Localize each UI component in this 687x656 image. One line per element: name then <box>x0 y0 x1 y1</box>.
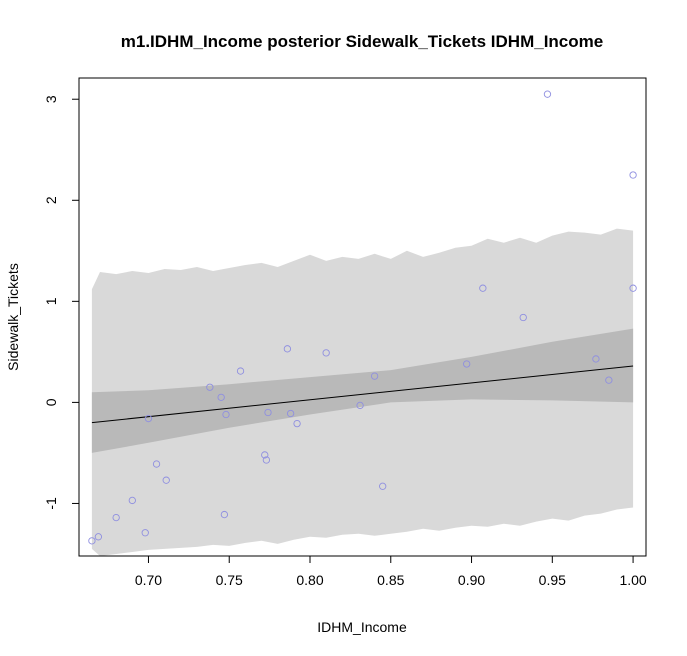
x-axis-label: IDHM_Income <box>317 619 407 635</box>
y-tick-label: -1 <box>43 497 59 510</box>
data-point <box>283 345 292 353</box>
data-point <box>264 408 272 417</box>
data-point <box>94 533 103 541</box>
y-tick-label: 0 <box>43 398 59 406</box>
data-point <box>144 414 153 423</box>
mean-interval-band <box>91 328 634 453</box>
data-point <box>322 349 330 357</box>
data-point <box>592 355 600 363</box>
x-tick-label: 0.90 <box>458 572 485 588</box>
y-tick-label: 3 <box>43 95 59 103</box>
data-point <box>112 513 120 522</box>
x-tick-label: 0.75 <box>216 572 243 588</box>
y-axis: -1 0 1 2 3 <box>43 95 80 510</box>
data-point <box>128 496 136 505</box>
data-point <box>141 529 149 537</box>
data-point <box>222 410 230 419</box>
y-tick-label: 2 <box>43 196 59 204</box>
data-point <box>88 537 96 545</box>
data-point <box>379 482 387 490</box>
x-tick-label: 1.00 <box>619 572 646 588</box>
data-point <box>519 313 527 322</box>
y-axis-label: Sidewalk_Tickets <box>5 263 21 371</box>
data-point <box>479 284 487 292</box>
data-point <box>605 376 613 384</box>
x-tick-label: 0.95 <box>539 572 566 588</box>
data-point <box>217 393 225 401</box>
x-tick-label: 0.80 <box>296 572 323 588</box>
data-point <box>629 284 637 292</box>
data-point <box>356 401 364 410</box>
data-point <box>162 476 170 484</box>
data-point <box>629 171 637 179</box>
chart-title: m1.IDHM_Income posterior Sidewalk_Ticket… <box>121 32 603 51</box>
y-tick-label: 1 <box>43 297 59 305</box>
x-tick-label: 0.85 <box>377 572 404 588</box>
plot-area <box>88 90 637 556</box>
data-point <box>152 460 161 468</box>
data-point <box>261 451 269 459</box>
data-point <box>236 367 245 375</box>
data-point <box>206 383 214 391</box>
data-point <box>543 90 552 98</box>
data-point <box>286 409 295 418</box>
data-point <box>293 419 301 428</box>
x-tick-label: 0.70 <box>135 572 162 588</box>
data-point <box>370 372 379 380</box>
data-point <box>463 360 471 368</box>
x-axis: 0.70 0.75 0.80 0.85 0.90 0.95 1.00 <box>135 555 647 588</box>
mean-regression-line <box>91 365 634 424</box>
data-point <box>262 456 271 464</box>
data-point <box>220 510 229 519</box>
